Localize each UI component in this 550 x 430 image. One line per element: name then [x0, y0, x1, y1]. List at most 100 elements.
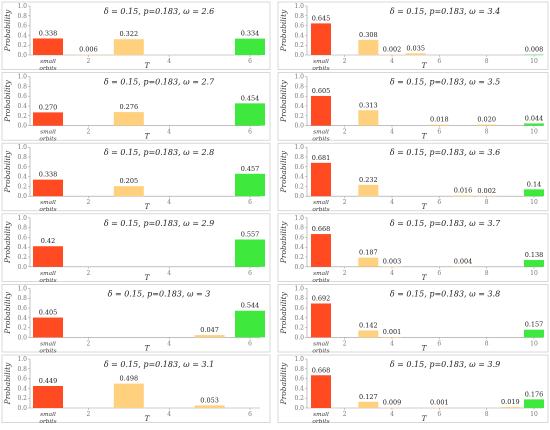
bar-value-label: 0.053 [200, 396, 219, 404]
small-orbits-label: orbits [39, 137, 56, 143]
small-orbits-label: small [40, 412, 56, 418]
bar [195, 405, 225, 408]
bar-value-label: 0.14 [527, 180, 541, 188]
bar-value-label: 0.020 [477, 116, 496, 124]
y-tick-label: 0.0 [294, 123, 304, 130]
x-tick-label: 6 [248, 199, 252, 206]
bar [524, 123, 544, 125]
x-tick-label: 10 [530, 411, 538, 418]
y-tick-label: 0.0 [294, 52, 304, 59]
bar-value-label: 0.018 [430, 116, 449, 124]
bar-value-label: 0.006 [79, 46, 98, 54]
y-tick-label: 0.4 [294, 103, 304, 110]
bar [358, 402, 378, 408]
y-tick-label: 0.6 [294, 234, 304, 241]
y-tick-label: 0.6 [17, 23, 27, 30]
x-tick-label: 2 [86, 270, 90, 277]
bar-value-label: 0.004 [454, 257, 473, 265]
bar [524, 260, 544, 267]
x-tick-label: 8 [485, 411, 489, 418]
bar [235, 39, 265, 55]
chart-title: δ = 0.15, p=0.183, ω = 3.6 [390, 148, 500, 157]
x-tick-label: 2 [343, 199, 347, 206]
y-tick-label: 1.0 [17, 215, 27, 222]
bar [358, 258, 378, 267]
chart-title: δ = 0.15, p=0.183, ω = 3.4 [390, 7, 500, 16]
bar-value-label: 0.322 [119, 30, 138, 38]
y-tick-label: 0.8 [17, 13, 27, 20]
bar-value-label: 0.454 [241, 94, 260, 102]
bar-value-label: 0.002 [383, 46, 402, 54]
bar [453, 195, 473, 196]
y-tick-label: 0.6 [294, 305, 304, 312]
x-tick-label: 4 [390, 411, 394, 418]
y-tick-label: 0.2 [294, 254, 304, 261]
y-tick-label: 0.0 [17, 52, 27, 59]
x-tick-label: 8 [485, 199, 489, 206]
bar [235, 103, 265, 125]
x-axis-label: T [421, 414, 427, 423]
y-tick-label: 0.8 [294, 366, 304, 373]
small-orbits-label: small [313, 341, 329, 347]
y-tick-label: 0.8 [294, 225, 304, 232]
y-tick-label: 0.2 [17, 113, 27, 120]
y-tick-label: 0.2 [294, 183, 304, 190]
y-axis-label: Probability [279, 221, 288, 264]
small-orbits-label: small [40, 200, 56, 206]
bar [358, 330, 378, 337]
bar-value-label: 0.692 [312, 294, 331, 302]
bar-value-label: 0.009 [383, 399, 402, 407]
bar-value-label: 0.001 [430, 399, 449, 407]
y-axis-label: Probability [3, 150, 12, 193]
bar-value-label: 0.449 [39, 377, 58, 385]
small-orbits-label: orbits [39, 207, 56, 213]
chart-title: δ = 0.15, p=0.183, ω = 2.9 [104, 219, 214, 228]
y-tick-label: 0.0 [294, 334, 304, 341]
bar-value-label: 0.498 [119, 375, 138, 383]
x-tick-label: 4 [167, 199, 171, 206]
x-axis-label: T [144, 202, 150, 211]
bar [311, 303, 331, 337]
bar [33, 38, 63, 55]
y-tick-label: 0.0 [17, 264, 27, 271]
bar-value-label: 0.176 [525, 390, 544, 398]
small-orbits-label: orbits [39, 66, 56, 72]
x-tick-label: 6 [437, 199, 441, 206]
small-orbits-label: orbits [39, 348, 56, 354]
bar-value-label: 0.276 [119, 103, 138, 111]
bar-value-label: 0.001 [383, 328, 402, 336]
y-tick-label: 0.2 [294, 42, 304, 49]
bar-value-label: 0.019 [501, 398, 520, 406]
bar-value-label: 0.016 [454, 186, 473, 194]
bar-value-label: 0.42 [41, 237, 55, 245]
y-tick-label: 1.0 [17, 285, 27, 292]
small-orbits-label: small [40, 341, 56, 347]
y-tick-label: 0.6 [17, 305, 27, 312]
y-axis-label: Probability [3, 221, 12, 264]
y-tick-label: 0.4 [17, 103, 27, 110]
y-axis-label: Probability [279, 80, 288, 123]
small-orbits-label: small [313, 271, 329, 277]
y-tick-label: 1.0 [294, 74, 304, 81]
y-axis-label: Probability [3, 362, 12, 405]
bar-value-label: 0.205 [119, 177, 138, 185]
bar [33, 386, 63, 408]
bar [311, 23, 331, 55]
x-tick-label: 2 [86, 129, 90, 136]
x-tick-label: 2 [343, 270, 347, 277]
y-tick-label: 0.4 [17, 244, 27, 251]
x-tick-label: 4 [390, 129, 394, 136]
small-orbits-label: small [313, 59, 329, 65]
x-axis-label: T [144, 132, 150, 141]
x-tick-label: 10 [530, 340, 538, 347]
y-axis-label: Probability [279, 150, 288, 193]
x-tick-label: 10 [530, 270, 538, 277]
bar [311, 375, 331, 408]
x-axis-label: T [144, 343, 150, 352]
y-tick-label: 0.0 [294, 193, 304, 200]
